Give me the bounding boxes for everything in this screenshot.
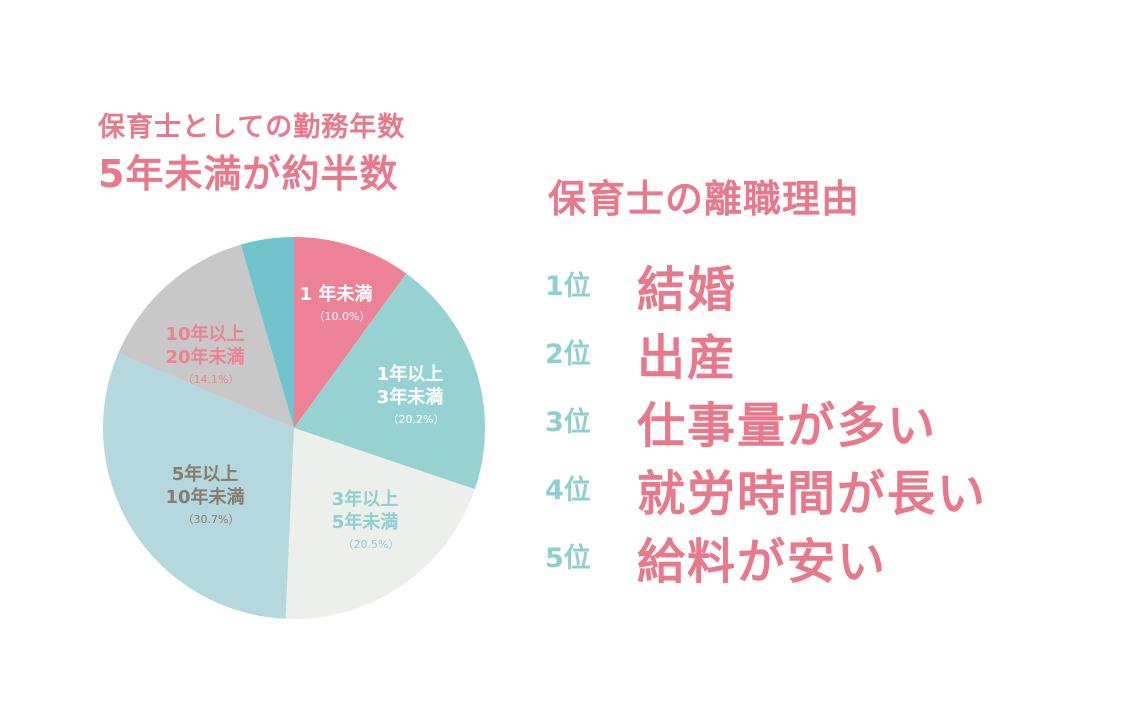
rank-reason: 給料が安い — [637, 534, 888, 590]
ranking-row: 3位 仕事量が多い — [545, 386, 1105, 454]
rank-reason: 結婚 — [637, 262, 738, 318]
slice-label: 20年未満 — [165, 346, 244, 368]
slice-label: 3年未満 — [377, 386, 444, 408]
slice-percent-label: （10.0%） — [314, 310, 371, 323]
slice-label: 5年未満 — [332, 511, 399, 533]
pie-slice — [118, 244, 294, 428]
pie-slice — [285, 428, 475, 619]
pie-slice — [294, 237, 407, 428]
slice-label: 1年以上 — [377, 363, 444, 385]
ranking-row: 1位 結婚 — [545, 250, 1105, 318]
pie-slice — [240, 237, 294, 428]
rank-number: 1位 — [545, 271, 591, 302]
rank-reason: 仕事量が多い — [637, 398, 938, 454]
slice-label: 1 年未満 — [300, 283, 373, 305]
rank-number: 4位 — [545, 475, 591, 506]
pie-slice — [102, 353, 294, 619]
ranking-title: 保育士の離職理由 — [548, 177, 861, 221]
slice-percent-label: （30.7%） — [183, 513, 240, 526]
ranking-row: 5位 給料が安い — [545, 522, 1105, 590]
slice-label: 10年未満 — [165, 486, 244, 508]
ranking-row: 2位 出産 — [545, 318, 1105, 386]
slice-percent-label: （14.1%） — [183, 373, 240, 386]
pie-slice — [294, 273, 486, 490]
chart-title: 5年未満が約半数 — [98, 152, 399, 196]
rank-number: 5位 — [545, 543, 591, 574]
chart-subtitle: 保育士としての勤務年数 — [98, 112, 406, 143]
rank-number: 2位 — [545, 339, 591, 370]
slice-label: 3年以上 — [332, 488, 399, 510]
chart-heading: 保育士としての勤務年数 5年未満が約半数 — [98, 108, 405, 200]
rank-number: 3位 — [545, 407, 591, 438]
rank-reason: 出産 — [637, 330, 738, 386]
ranking-row: 4位 就労時間が長い — [545, 454, 1105, 522]
slice-percent-label: （20.5%） — [343, 538, 400, 551]
slice-percent-label: （20.2%） — [388, 413, 445, 426]
slice-label: 10年以上 — [165, 323, 244, 345]
rank-reason: 就労時間が長い — [637, 466, 988, 522]
slice-label: 5年以上 — [172, 463, 239, 485]
